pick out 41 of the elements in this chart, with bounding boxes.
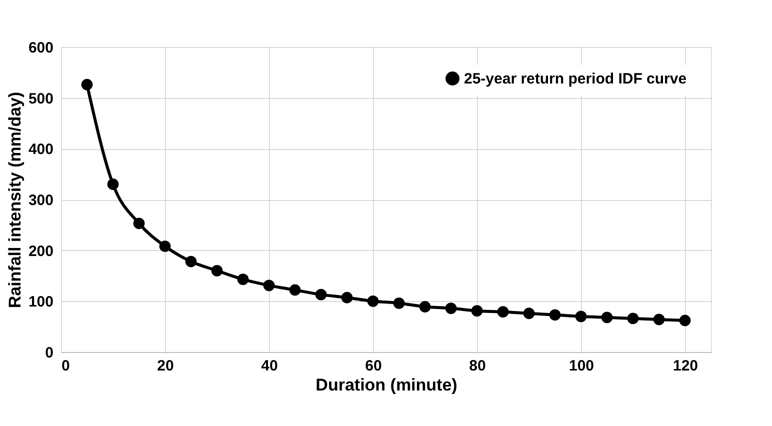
x-axis-title: Duration (minute)	[316, 376, 458, 394]
legend-label: 25-year return period IDF curve	[464, 70, 687, 88]
y-tick-label: 400	[28, 141, 54, 158]
y-tick-label: 0	[45, 344, 54, 362]
point	[263, 280, 275, 292]
x-tick-label: 80	[469, 358, 486, 374]
y-tick-label: 300	[28, 192, 54, 209]
point	[575, 310, 587, 322]
point	[627, 312, 639, 324]
point	[237, 274, 249, 285]
point	[341, 292, 353, 304]
x-tick-label: 40	[261, 358, 278, 374]
point	[133, 218, 145, 230]
point	[679, 314, 691, 326]
point	[367, 295, 379, 307]
point	[159, 240, 171, 252]
x-tick-label: 100	[568, 358, 594, 374]
point	[497, 306, 509, 318]
x-tick-label: 0	[62, 358, 70, 374]
y-axis-title: Rainfall intensity (mm/day)	[5, 92, 24, 308]
point	[211, 264, 223, 276]
point	[653, 314, 665, 326]
point	[107, 178, 119, 190]
point	[471, 305, 483, 317]
point	[549, 309, 561, 321]
point	[601, 312, 613, 324]
point	[315, 288, 327, 300]
y-tick-label: 100	[28, 294, 54, 311]
point	[185, 256, 197, 268]
point	[419, 301, 431, 312]
x-tick-label: 60	[365, 358, 382, 374]
point	[81, 78, 93, 90]
point	[289, 284, 301, 296]
y-tick-label: 200	[28, 242, 54, 260]
point	[445, 302, 457, 314]
point	[523, 308, 535, 320]
y-tick-label: 500	[28, 90, 54, 108]
x-tick-label: 20	[157, 358, 174, 374]
x-tick-label: 120	[672, 358, 698, 374]
point	[393, 298, 405, 309]
y-tick-label: 600	[28, 40, 54, 56]
